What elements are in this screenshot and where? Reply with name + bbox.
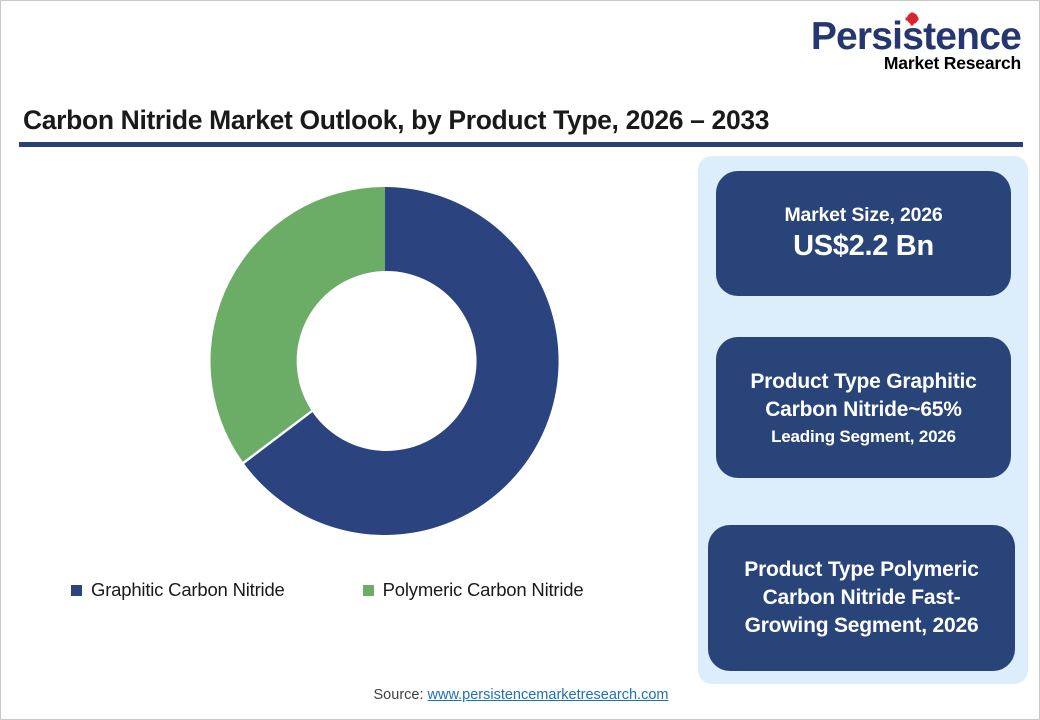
source-prefix: Source: bbox=[373, 687, 428, 703]
leading-segment-caption: Leading Segment, 2026 bbox=[771, 426, 956, 446]
source-link[interactable]: www.persistencemarketresearch.com bbox=[427, 687, 669, 703]
market-size-label: Market Size, 2026 bbox=[784, 204, 943, 227]
logo-wordmark: Persistence bbox=[810, 13, 1022, 58]
source-note: Source: www.persistencemarketresearch.co… bbox=[1, 687, 1039, 703]
page-title: Carbon Nitride Market Outlook, by Produc… bbox=[23, 105, 770, 135]
chart-legend: Graphitic Carbon Nitride Polymeric Carbo… bbox=[71, 579, 671, 601]
stat-card-market-size[interactable]: Market Size, 2026 US$2.2 Bn bbox=[716, 171, 1011, 296]
logo-subtitle: Market Research bbox=[883, 53, 1021, 73]
donut-chart-svg bbox=[210, 186, 559, 535]
market-size-value: US$2.2 Bn bbox=[793, 229, 934, 262]
title-underline-rule bbox=[19, 142, 1023, 147]
legend-swatch-icon-graphitic bbox=[71, 584, 82, 596]
logo-wordmark-text: Persistence bbox=[810, 15, 1022, 58]
donut-slice-graphitic[interactable] bbox=[244, 187, 559, 535]
company-logo: Persistence Market Research bbox=[789, 13, 1022, 73]
legend-swatch-icon-polymeric bbox=[362, 584, 374, 596]
highlights-panel: Market Size, 2026 US$2.2 Bn Product Type… bbox=[698, 156, 1028, 684]
legend-item-graphitic[interactable]: Graphitic Carbon Nitride bbox=[71, 579, 285, 601]
stat-card-leading-segment[interactable]: Product Type Graphitic Carbon Nitride~65… bbox=[716, 337, 1011, 478]
fast-growing-segment-text: Product Type Polymeric Carbon Nitride Fa… bbox=[744, 558, 979, 637]
donut-chart bbox=[13, 156, 693, 586]
legend-label-polymeric: Polymeric Carbon Nitride bbox=[382, 579, 584, 600]
legend-label-graphitic: Graphitic Carbon Nitride bbox=[91, 579, 285, 600]
donut-slice-polymeric[interactable] bbox=[210, 186, 385, 462]
legend-item-polymeric[interactable]: Polymeric Carbon Nitride bbox=[362, 579, 584, 601]
stat-card-fast-growing-segment[interactable]: Product Type Polymeric Carbon Nitride Fa… bbox=[708, 525, 1015, 671]
leading-segment-text: Product Type Graphitic Carbon Nitride~65… bbox=[750, 370, 977, 421]
logo-star-icon bbox=[906, 13, 918, 24]
